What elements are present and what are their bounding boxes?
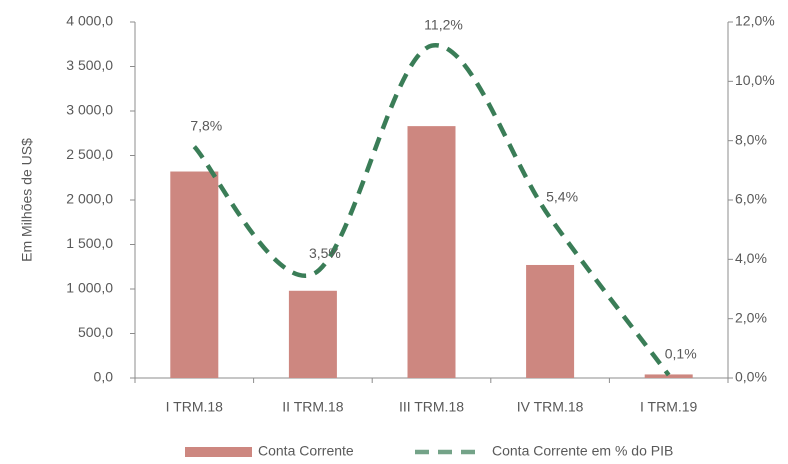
bar <box>407 126 456 378</box>
data-label: 11,2% <box>424 16 463 32</box>
y-tick-label: 500,0 <box>78 324 113 340</box>
data-label: 7,8% <box>190 117 222 133</box>
y2-tick-label: 10,0% <box>735 72 775 88</box>
y2-tick-label: 8,0% <box>735 131 767 147</box>
data-label: 3,5% <box>309 245 341 261</box>
y-tick-label: 0,0 <box>94 369 114 385</box>
bar <box>170 171 219 378</box>
legend-label: Conta Corrente em % do PIB <box>492 443 673 459</box>
line <box>192 43 671 377</box>
y-tick-label: 2 000,0 <box>66 191 113 207</box>
data-label: 5,4% <box>546 189 578 205</box>
x-tick-label: IV TRM.18 <box>517 399 584 415</box>
y2-tick-label: 12,0% <box>735 13 775 29</box>
y-tick-label: 3 000,0 <box>66 102 113 118</box>
legend-swatch <box>185 447 252 457</box>
y2-tick-label: 4,0% <box>735 250 767 266</box>
data-label: 0,1% <box>665 346 697 362</box>
y2-tick-label: 0,0% <box>735 369 767 385</box>
y-tick-label: 2 500,0 <box>66 146 113 162</box>
bar <box>644 374 693 378</box>
bar <box>288 290 337 378</box>
y2-tick-label: 2,0% <box>735 309 767 325</box>
x-tick-label: I TRM.19 <box>640 399 698 415</box>
x-tick-label: I TRM.18 <box>166 399 224 415</box>
y2-tick-label: 6,0% <box>735 191 767 207</box>
x-tick-label: II TRM.18 <box>282 399 343 415</box>
y-tick-label: 1 500,0 <box>66 235 113 251</box>
bar <box>526 264 575 378</box>
y-tick-label: 3 500,0 <box>66 57 113 73</box>
legend-label: Conta Corrente <box>258 443 354 459</box>
y-tick-label: 4 000,0 <box>66 13 113 29</box>
y-axis-label: Em Milhões de US$ <box>19 138 35 262</box>
y-tick-label: 1 000,0 <box>66 280 113 296</box>
x-tick-label: III TRM.18 <box>399 399 464 415</box>
